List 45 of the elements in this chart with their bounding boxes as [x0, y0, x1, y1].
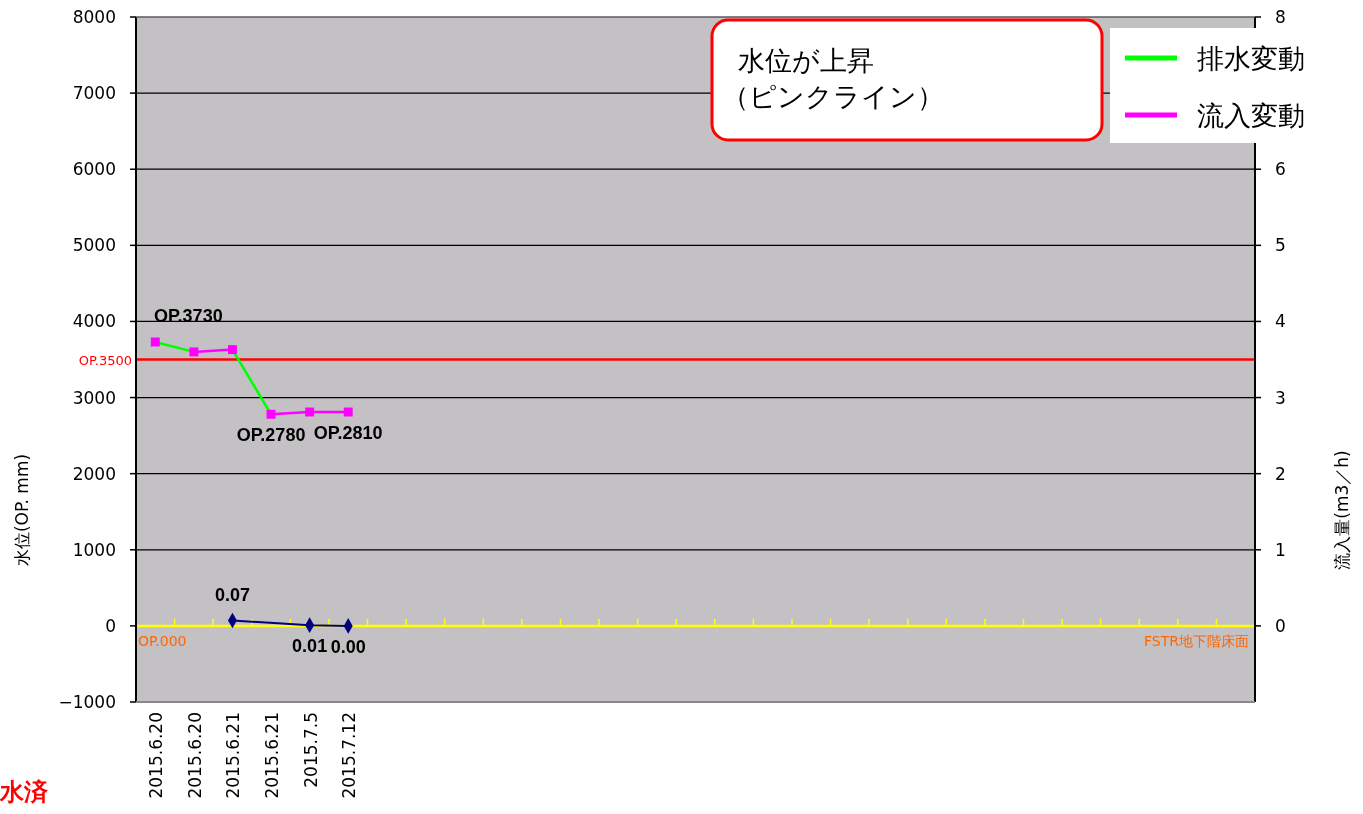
y-tick-label: 3000	[72, 387, 116, 408]
y2-tick-label: 8	[1275, 7, 1286, 27]
y-tick-label: 6000	[72, 159, 116, 180]
y-tick-label: 1000	[72, 539, 116, 560]
y-tick-label: 2000	[72, 463, 116, 484]
y-tick-label: −1000	[58, 692, 116, 712]
point	[343, 407, 353, 417]
data-label: OP.2780	[236, 425, 306, 446]
data-label: 0.01	[292, 636, 328, 657]
data-label: OP.2810	[313, 423, 383, 444]
point	[150, 337, 160, 347]
point	[189, 347, 199, 357]
y-tick-label: 0	[105, 615, 116, 636]
x-tick-label: 2015.6.20	[146, 712, 167, 799]
x-tick-label: 2015.6.20	[184, 712, 205, 799]
point	[266, 409, 276, 419]
annotation: （ピンクライン）	[722, 81, 944, 112]
y2-tick-label: 1	[1275, 539, 1286, 560]
y2-tick-label: 3	[1275, 387, 1286, 408]
x-tick-label: 2015.7.5	[300, 712, 321, 788]
text: 水済	[0, 778, 48, 806]
x-tick-label: 2015.6.21	[223, 712, 244, 799]
annotation: OP.000	[138, 632, 187, 649]
y-axis-title: 水位(OP. mm)	[12, 453, 32, 567]
y2-tick-label: 2	[1275, 463, 1286, 484]
y2-tick-label: 6	[1275, 159, 1286, 180]
y2-tick-label: 5	[1275, 235, 1286, 256]
y-tick-label: 5000	[72, 235, 116, 256]
x-tick-label: 2015.6.21	[262, 712, 283, 799]
ref-line-label: OP.3500	[78, 352, 132, 368]
data-label: 0.00	[330, 636, 366, 657]
y2-axis-title: 流入量(m3／h)	[1332, 450, 1352, 570]
point	[227, 345, 237, 355]
annotation: FSTR地下階床面	[1144, 632, 1249, 649]
point	[305, 407, 315, 417]
y-tick-label: 7000	[72, 83, 116, 104]
data-label: 0.07	[214, 584, 250, 605]
y-tick-label: 4000	[72, 311, 116, 332]
x-tick-label: 2015.7.12	[339, 712, 360, 799]
y-tick-label: 8000	[72, 7, 116, 27]
legend-label: 排水変動	[1197, 43, 1305, 74]
legend-label: 流入変動	[1197, 100, 1305, 131]
y2-tick-label: 4	[1275, 311, 1286, 332]
y2-tick-label: 0	[1275, 615, 1286, 636]
annotation: 水位が上昇	[738, 45, 874, 76]
